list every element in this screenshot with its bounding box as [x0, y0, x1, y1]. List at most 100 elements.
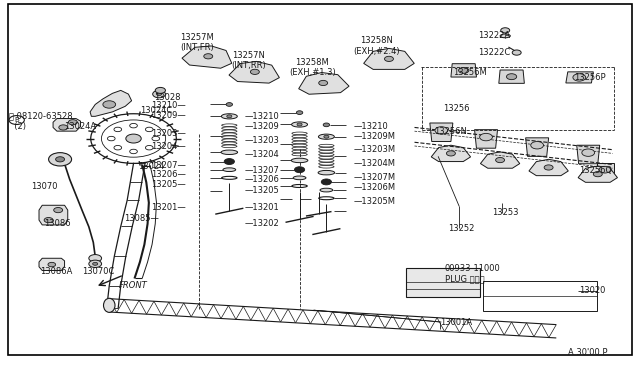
Circle shape [573, 74, 586, 81]
Polygon shape [53, 119, 81, 131]
Text: 13203—: 13203— [151, 128, 186, 138]
Ellipse shape [104, 298, 115, 312]
Text: 13204—: 13204— [151, 142, 186, 151]
Circle shape [126, 134, 141, 143]
Polygon shape [39, 205, 68, 225]
Circle shape [145, 127, 153, 132]
Circle shape [296, 111, 303, 115]
Circle shape [435, 127, 448, 134]
Circle shape [500, 28, 509, 33]
Circle shape [599, 166, 611, 173]
Circle shape [49, 153, 72, 166]
Text: A 30'00 P: A 30'00 P [568, 347, 607, 356]
Circle shape [324, 135, 329, 138]
Circle shape [512, 50, 521, 55]
Text: 13256N: 13256N [434, 126, 467, 136]
Text: —13210: —13210 [353, 122, 388, 131]
Polygon shape [299, 73, 349, 94]
Text: —13203: —13203 [244, 136, 279, 145]
Text: 13210—: 13210— [151, 101, 186, 110]
Bar [483, 281, 596, 311]
Circle shape [323, 123, 330, 127]
Circle shape [153, 90, 166, 98]
Circle shape [479, 134, 492, 141]
Text: 13070: 13070 [31, 182, 58, 190]
Text: 13256: 13256 [444, 105, 470, 113]
Text: 13070C: 13070C [83, 267, 115, 276]
Text: 13086: 13086 [44, 219, 71, 228]
Circle shape [385, 56, 394, 61]
Polygon shape [499, 70, 524, 83]
Circle shape [506, 74, 516, 80]
Circle shape [89, 254, 102, 262]
Text: 13257N
(INT,RR): 13257N (INT,RR) [231, 51, 266, 70]
Text: 13086A: 13086A [40, 267, 73, 276]
Circle shape [114, 145, 122, 150]
Ellipse shape [321, 179, 332, 185]
Polygon shape [578, 166, 618, 182]
Text: —13205: —13205 [244, 186, 279, 195]
Text: 13207—: 13207— [151, 161, 186, 170]
Polygon shape [430, 123, 453, 141]
Circle shape [130, 124, 138, 128]
Circle shape [593, 171, 602, 177]
Circle shape [297, 123, 302, 126]
Polygon shape [39, 258, 65, 270]
Ellipse shape [319, 134, 334, 139]
Text: 00933-11000
PLUG プラグ: 00933-11000 PLUG プラグ [445, 264, 500, 283]
Polygon shape [182, 46, 232, 68]
Text: —13209M: —13209M [353, 132, 396, 141]
Text: —13201: —13201 [244, 203, 279, 212]
Bar [406, 267, 479, 297]
Circle shape [204, 54, 212, 59]
Polygon shape [229, 61, 280, 83]
Ellipse shape [221, 150, 237, 154]
Circle shape [54, 208, 63, 213]
Text: —13209: —13209 [244, 122, 279, 131]
Text: 13024A: 13024A [65, 122, 97, 131]
Circle shape [531, 141, 543, 149]
Text: 13258N
(EXH,#2.4): 13258N (EXH,#2.4) [353, 36, 399, 55]
Circle shape [495, 157, 504, 163]
Circle shape [156, 87, 166, 93]
Text: —13204M: —13204M [353, 159, 396, 168]
Circle shape [319, 80, 328, 86]
Circle shape [103, 101, 116, 108]
Ellipse shape [292, 122, 308, 127]
Text: 13256M: 13256M [453, 68, 486, 77]
Polygon shape [566, 72, 593, 83]
Circle shape [93, 262, 98, 265]
Text: 13024C: 13024C [140, 106, 172, 115]
Text: —13203M: —13203M [353, 145, 396, 154]
Text: —13206M: —13206M [353, 183, 396, 192]
Text: 13205—: 13205— [151, 180, 186, 189]
Text: FRONT: FRONT [119, 281, 148, 290]
Text: 13001A: 13001A [440, 318, 472, 327]
Text: —13205M: —13205M [353, 197, 396, 206]
Circle shape [459, 67, 468, 73]
Text: 13024: 13024 [138, 162, 164, 171]
Circle shape [250, 69, 259, 74]
Ellipse shape [221, 114, 237, 119]
Text: —13207M: —13207M [353, 173, 396, 182]
Circle shape [59, 125, 68, 130]
Text: 13020: 13020 [579, 286, 605, 295]
Text: —13210: —13210 [244, 112, 279, 121]
Polygon shape [525, 138, 548, 156]
Circle shape [108, 137, 115, 141]
Circle shape [89, 260, 102, 267]
Text: 13085—: 13085— [124, 214, 159, 223]
Circle shape [582, 149, 595, 156]
Text: 13222C: 13222C [478, 48, 511, 57]
Text: 13201—: 13201— [151, 203, 186, 212]
Ellipse shape [224, 158, 234, 164]
Circle shape [544, 165, 553, 170]
Text: 13206—: 13206— [151, 170, 186, 179]
Text: —13204: —13204 [244, 150, 279, 159]
Text: 13253: 13253 [492, 208, 519, 217]
Ellipse shape [291, 158, 308, 163]
Text: 13209—: 13209— [151, 111, 186, 120]
Polygon shape [596, 163, 614, 177]
Circle shape [56, 157, 65, 162]
Text: —13206: —13206 [244, 175, 279, 184]
